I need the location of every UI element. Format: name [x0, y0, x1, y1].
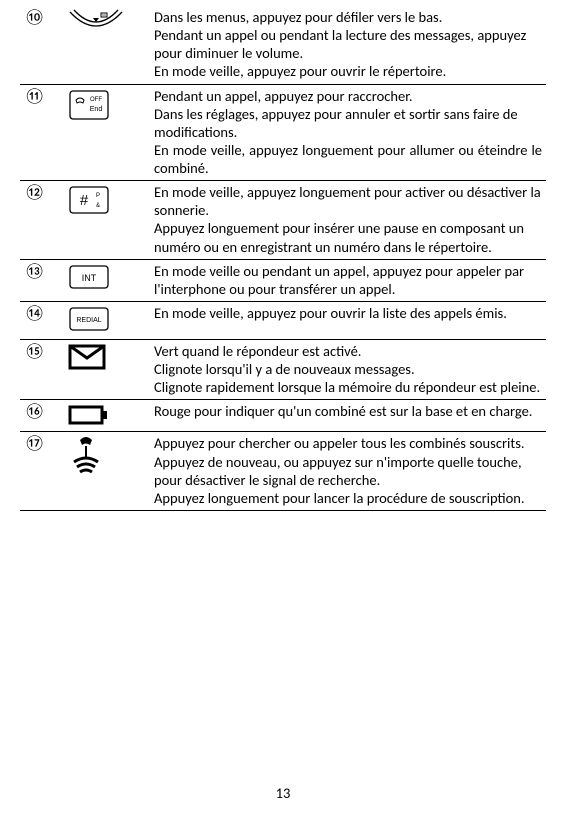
- row-description: Vert quand le répondeur est activé. Clig…: [150, 340, 546, 400]
- table-row: ⑭ REDIAL En mode veille, appuyez pour ou…: [20, 301, 546, 339]
- svg-text:REDIAL: REDIAL: [76, 317, 101, 324]
- table-row: ⑯ Rouge pour indiquer qu'un combiné est …: [20, 400, 546, 432]
- row-number: ⑬: [20, 259, 62, 301]
- table-row: ⑬ INT En mode veille ou pendant un appel…: [20, 259, 546, 301]
- row-number: ⑭: [20, 301, 62, 339]
- row-number: ⑪: [20, 84, 62, 181]
- svg-text:INT: INT: [82, 273, 97, 283]
- battery-icon: [62, 400, 150, 432]
- page-number: 13: [0, 784, 566, 802]
- row-description: Pendant un appel, appuyez pour raccroche…: [150, 84, 546, 181]
- reference-table: ⑩ Dans les menus, appuyez pour défiler v…: [20, 6, 546, 511]
- desc-text: Rouge pour indiquer qu'un combiné est su…: [154, 402, 532, 420]
- row-number: ⑯: [20, 400, 62, 432]
- svg-text:#: #: [80, 192, 89, 209]
- desc-text: Dans les menus, appuyez pour défiler ver…: [154, 8, 526, 80]
- desc-text: En mode veille ou pendant un appel, appu…: [154, 262, 524, 298]
- desc-text: En mode veille, appuyez longuement pour …: [154, 183, 541, 255]
- paging-icon: [62, 432, 150, 511]
- hash-key-icon: # P &: [62, 181, 150, 260]
- table-row: ⑫ # P & En mode veille, appuyez longueme…: [20, 181, 546, 260]
- off-end-key-icon: OFF End: [62, 84, 150, 181]
- page: ⑩ Dans les menus, appuyez pour défiler v…: [0, 0, 566, 816]
- row-description: En mode veille ou pendant un appel, appu…: [150, 259, 546, 301]
- desc-text-justified: En mode veille, appuyez longuement pour …: [154, 141, 542, 177]
- desc-text: Appuyez pour chercher ou appeler tous le…: [154, 434, 525, 506]
- desc-text: Vert quand le répondeur est activé. Clig…: [154, 342, 540, 396]
- redial-key-icon: REDIAL: [62, 301, 150, 339]
- desc-text: Pendant un appel, appuyez pour raccroche…: [154, 87, 518, 141]
- row-description: Appuyez pour chercher ou appeler tous le…: [150, 432, 546, 511]
- svg-text:&: &: [96, 203, 100, 209]
- row-description: Dans les menus, appuyez pour défiler ver…: [150, 6, 546, 84]
- desc-text: En mode veille, appuyez pour ouvrir la l…: [154, 304, 507, 322]
- row-description: En mode veille, appuyez longuement pour …: [150, 181, 546, 260]
- int-key-icon: INT: [62, 259, 150, 301]
- table-row: ⑪ OFF End Pendant un appel, appuyez pour…: [20, 84, 546, 181]
- table-row: ⑰ Appuyez pour chercher ou appeler tous …: [20, 432, 546, 511]
- svg-text:End: End: [90, 106, 103, 113]
- down-key-icon: [62, 6, 150, 84]
- svg-text:P: P: [96, 193, 100, 199]
- row-description: Rouge pour indiquer qu'un combiné est su…: [150, 400, 546, 432]
- row-number: ⑩: [20, 6, 62, 84]
- table-row: ⑩ Dans les menus, appuyez pour défiler v…: [20, 6, 546, 84]
- row-number: ⑮: [20, 340, 62, 400]
- row-description: En mode veille, appuyez pour ouvrir la l…: [150, 301, 546, 339]
- row-number: ⑰: [20, 432, 62, 511]
- svg-text:OFF: OFF: [90, 97, 102, 103]
- row-number: ⑫: [20, 181, 62, 260]
- table-row: ⑮ Vert quand le répondeur est activé. Cl…: [20, 340, 546, 400]
- envelope-icon: [62, 340, 150, 400]
